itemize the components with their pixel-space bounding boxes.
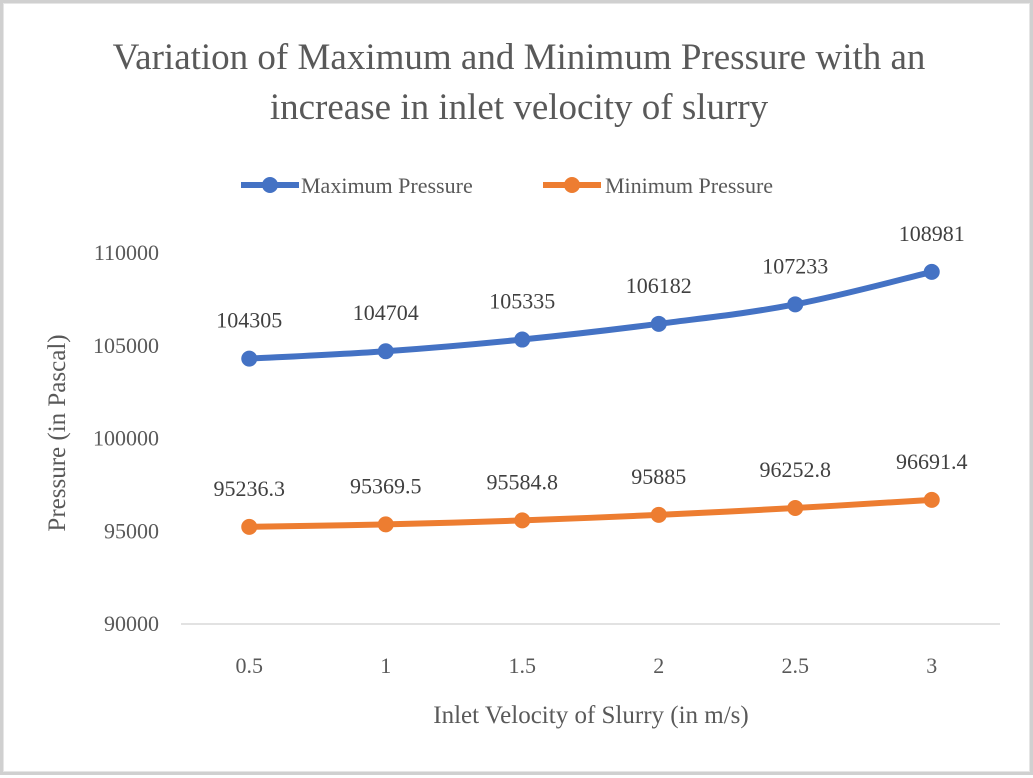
data-label: 108981 [899, 221, 965, 246]
y-tick-label: 95000 [104, 518, 159, 543]
legend-swatch-marker [262, 177, 278, 193]
y-axis-label: Pressure (in Pascal) [44, 334, 71, 531]
x-tick-label: 2 [653, 653, 664, 678]
data-label: 107233 [762, 253, 828, 278]
data-point [787, 296, 804, 313]
data-label: 95236.3 [214, 476, 286, 501]
data-point [514, 331, 531, 348]
chart-title-line-2: increase in inlet velocity of slurry [270, 87, 769, 128]
y-tick-label: 105000 [93, 333, 159, 358]
data-label: 106182 [626, 273, 692, 298]
data-label: 96691.4 [896, 449, 968, 474]
data-point [650, 506, 667, 523]
line-chart: Variation of Maximum and Minimum Pressur… [44, 37, 1000, 729]
legend-swatch-marker [564, 177, 580, 193]
series-line [246, 496, 935, 530]
data-label: 104704 [353, 300, 419, 325]
data-label: 95584.8 [487, 469, 559, 494]
data-label: 95369.5 [350, 473, 422, 498]
x-tick-label: 1 [380, 653, 391, 678]
x-tick-label: 1.5 [509, 653, 537, 678]
data-label: 96252.8 [760, 457, 832, 482]
x-axis-label: Inlet Velocity of Slurry (in m/s) [433, 702, 748, 729]
series-group: 104305 104704 105335 106182 107233 108981 9523… [214, 221, 968, 535]
data-point [241, 518, 258, 535]
x-axis: 0.5 1 1.5 2 2.5 3 [181, 623, 1000, 678]
legend-item: Maximum Pressure [241, 173, 473, 198]
chart-title: Variation of Maximum and Minimum Pressur… [113, 37, 926, 128]
legend-label: Minimum Pressure [605, 173, 773, 198]
x-tick-label: 3 [926, 653, 937, 678]
series-line [246, 268, 935, 362]
legend: Maximum Pressure Minimum Pressure [241, 173, 773, 198]
data-point [377, 516, 394, 533]
data-point [514, 512, 531, 529]
chart-title-line-1: Variation of Maximum and Minimum Pressur… [113, 37, 926, 78]
y-tick-label: 110000 [94, 240, 159, 265]
data-label: 95885 [631, 464, 686, 489]
data-label: 104305 [216, 308, 282, 333]
y-axis: 90000 95000 100000 105000 110000 [93, 240, 159, 636]
y-tick-label: 90000 [104, 611, 159, 636]
data-point [241, 350, 258, 367]
data-point [787, 500, 804, 517]
series-minimum-pressure: 95236.3 95369.5 95584.8 95885 96252.8 96691.4 [214, 449, 968, 535]
data-label: 105335 [489, 289, 555, 314]
data-point [650, 315, 667, 332]
legend-item: Minimum Pressure [543, 173, 773, 198]
x-tick-label: 0.5 [236, 653, 264, 678]
data-point [377, 343, 394, 360]
legend-label: Maximum Pressure [301, 173, 473, 198]
data-point [923, 263, 940, 280]
data-point [923, 491, 940, 508]
y-tick-label: 100000 [93, 426, 159, 451]
x-tick-label: 2.5 [782, 653, 810, 678]
series-maximum-pressure: 104305 104704 105335 106182 107233 108981 [216, 221, 965, 367]
